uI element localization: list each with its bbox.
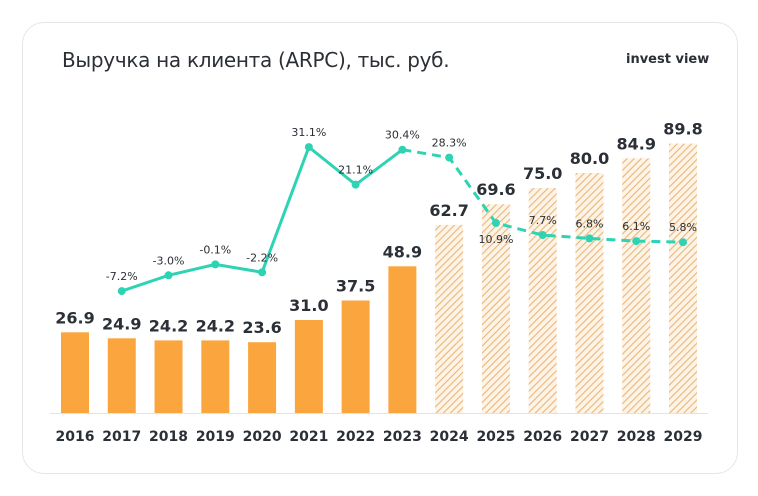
invest-view-logo: invest view <box>626 52 710 67</box>
chart-card <box>22 22 738 474</box>
bar-2029 <box>669 143 698 413</box>
growth-point-2021 <box>304 143 313 152</box>
chart-title: Выручка на клиента (ARPC), тыс. руб. <box>62 48 450 72</box>
growth-point-2024 <box>445 153 454 162</box>
x-tick-2017: 2017 <box>102 429 141 445</box>
bar-label-2024: 62.7 <box>429 201 468 220</box>
growth-point-2018 <box>164 271 173 280</box>
bar-label-2023: 48.9 <box>383 242 422 261</box>
bar-label-2029: 89.8 <box>663 120 702 139</box>
bar-2017 <box>107 338 136 413</box>
growth-label-2019: -0.1% <box>199 243 231 256</box>
bar-label-2019: 24.2 <box>196 316 235 335</box>
x-tick-2029: 2029 <box>664 429 703 445</box>
x-tick-2018: 2018 <box>149 429 188 445</box>
x-tick-2022: 2022 <box>336 429 375 445</box>
bar-2023 <box>388 266 417 413</box>
growth-point-2020 <box>258 268 267 277</box>
x-tick-2019: 2019 <box>196 429 235 445</box>
bar-2022 <box>341 300 370 413</box>
x-tick-2028: 2028 <box>617 429 656 445</box>
growth-label-2021: 31.1% <box>291 126 326 139</box>
x-tick-2025: 2025 <box>476 429 515 445</box>
bar-2026 <box>528 188 557 413</box>
growth-point-2019 <box>211 260 220 269</box>
growth-label-2017: -7.2% <box>106 270 138 283</box>
x-tick-2021: 2021 <box>289 429 328 445</box>
growth-label-2022: 21.1% <box>338 164 373 177</box>
bar-2028 <box>622 158 651 413</box>
growth-label-2028: 6.1% <box>622 220 650 233</box>
growth-point-2022 <box>351 180 360 189</box>
x-tick-2026: 2026 <box>523 429 562 445</box>
growth-label-2029: 5.8% <box>669 221 697 234</box>
bar-label-2027: 80.0 <box>570 149 609 168</box>
x-tick-2020: 2020 <box>243 429 282 445</box>
growth-label-2025: 10.9% <box>478 233 513 246</box>
growth-label-2023: 30.4% <box>385 129 420 142</box>
bar-2027 <box>575 173 604 413</box>
growth-label-2018: -3.0% <box>153 254 185 267</box>
bar-label-2018: 24.2 <box>149 316 188 335</box>
bar-label-2028: 84.9 <box>616 134 655 153</box>
bar-2025 <box>481 204 510 413</box>
bar-2018 <box>154 340 183 413</box>
growth-point-2023 <box>398 145 407 154</box>
x-tick-2024: 2024 <box>430 429 469 445</box>
bar-label-2017: 24.9 <box>102 314 141 333</box>
growth-point-2025 <box>491 219 500 228</box>
bar-label-2020: 23.6 <box>242 318 281 337</box>
bar-label-2026: 75.0 <box>523 164 562 183</box>
growth-label-2020: -2.2% <box>246 251 278 264</box>
bar-label-2025: 69.6 <box>476 180 515 199</box>
growth-point-2017 <box>117 287 126 296</box>
growth-point-2026 <box>538 231 547 240</box>
x-tick-2016: 2016 <box>56 429 95 445</box>
bar-2016 <box>61 332 89 413</box>
bar-label-2022: 37.5 <box>336 277 375 296</box>
growth-point-2027 <box>585 234 594 243</box>
growth-label-2026: 7.7% <box>529 214 557 227</box>
bar-label-2016: 26.9 <box>55 308 94 327</box>
growth-label-2027: 6.8% <box>575 217 603 230</box>
bar-2021 <box>294 320 323 413</box>
bar-2024 <box>435 224 464 413</box>
x-tick-2023: 2023 <box>383 429 422 445</box>
bar-2020 <box>248 342 277 413</box>
bar-2019 <box>201 340 230 413</box>
growth-label-2024: 28.3% <box>432 137 467 150</box>
growth-point-2029 <box>679 238 688 247</box>
bar-label-2021: 31.0 <box>289 296 328 315</box>
x-tick-2027: 2027 <box>570 429 609 445</box>
growth-point-2028 <box>632 237 641 246</box>
